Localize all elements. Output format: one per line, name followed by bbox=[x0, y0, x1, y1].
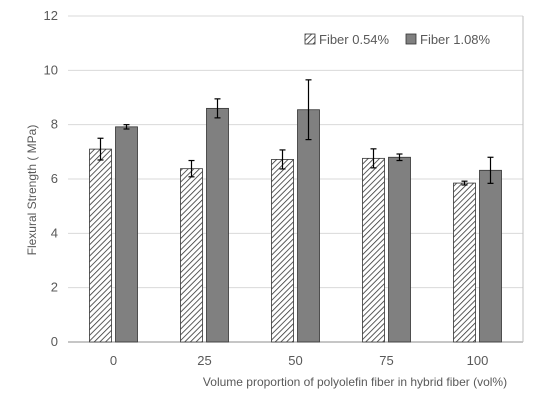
y-axis-label: Flexural Strength ( MPa) bbox=[25, 125, 39, 256]
x-tick-label: 50 bbox=[288, 353, 302, 368]
y-tick-label: 12 bbox=[44, 8, 58, 23]
x-tick-label: 100 bbox=[467, 353, 489, 368]
x-tick-label: 0 bbox=[110, 353, 117, 368]
legend-label-series-2: Fiber 1.08% bbox=[420, 32, 491, 47]
y-tick-label: 8 bbox=[51, 117, 58, 132]
legend-swatch-series-2 bbox=[405, 33, 417, 45]
y-tick-label: 10 bbox=[44, 62, 58, 77]
gridlines bbox=[68, 15, 523, 289]
y-tick-label: 4 bbox=[51, 225, 58, 240]
y-tick-label: 2 bbox=[51, 280, 58, 295]
bar-series-2-100 bbox=[479, 169, 502, 343]
error-bars bbox=[97, 79, 494, 186]
bar-series-1-100 bbox=[453, 182, 476, 343]
legend: Fiber 0.54% Fiber 1.08% bbox=[304, 32, 491, 47]
bar-series-1-50 bbox=[271, 159, 294, 343]
bars bbox=[89, 107, 502, 343]
bar-series-2-0 bbox=[115, 126, 138, 343]
tick-labels: 0 2 4 6 8 10 12 0 25 50 75 100 bbox=[44, 8, 489, 368]
legend-label-series-1: Fiber 0.54% bbox=[319, 32, 390, 47]
bar-series-1-25 bbox=[180, 168, 203, 343]
x-tick-label: 75 bbox=[379, 353, 393, 368]
bar-series-2-75 bbox=[388, 156, 411, 343]
bar-series-2-25 bbox=[206, 107, 229, 343]
y-tick-label: 0 bbox=[51, 334, 58, 349]
bar-series-2-50 bbox=[297, 109, 320, 343]
legend-swatch-series-1 bbox=[304, 33, 316, 45]
x-axis-label: Volume proportion of polyolefin fiber in… bbox=[203, 375, 507, 389]
bar-series-1-0 bbox=[89, 148, 112, 343]
x-tick-label: 25 bbox=[197, 353, 211, 368]
y-tick-label: 6 bbox=[51, 171, 58, 186]
bar-series-1-75 bbox=[362, 157, 385, 343]
axes bbox=[68, 16, 524, 343]
